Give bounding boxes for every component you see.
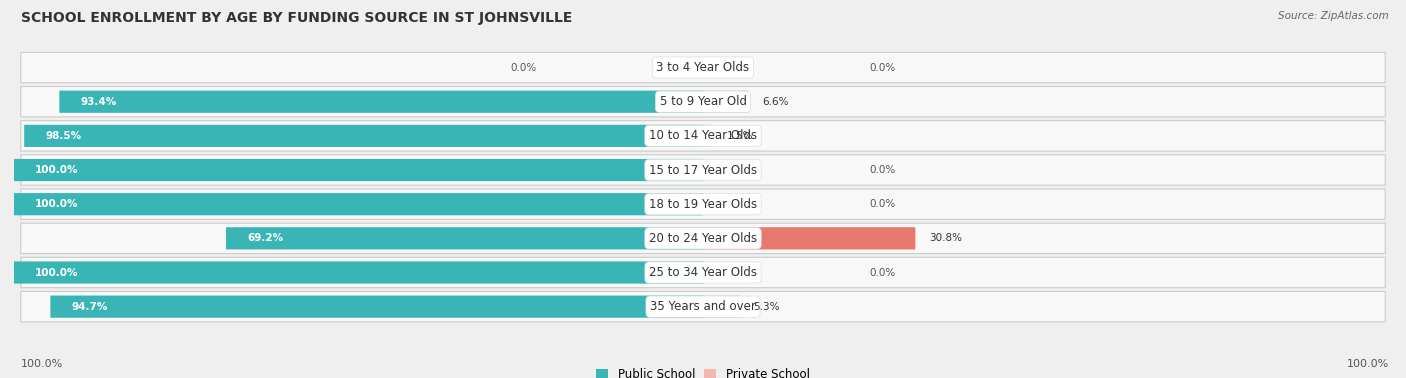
Text: 0.0%: 0.0% xyxy=(869,268,896,277)
FancyBboxPatch shape xyxy=(21,223,1385,254)
Text: 18 to 19 Year Olds: 18 to 19 Year Olds xyxy=(650,198,756,211)
Legend: Public School, Private School: Public School, Private School xyxy=(592,363,814,378)
FancyBboxPatch shape xyxy=(21,291,1385,322)
FancyBboxPatch shape xyxy=(703,125,713,147)
FancyBboxPatch shape xyxy=(21,155,1385,185)
FancyBboxPatch shape xyxy=(51,296,703,318)
FancyBboxPatch shape xyxy=(14,159,703,181)
FancyBboxPatch shape xyxy=(703,227,915,249)
Text: 6.6%: 6.6% xyxy=(762,97,789,107)
Text: 20 to 24 Year Olds: 20 to 24 Year Olds xyxy=(650,232,756,245)
FancyBboxPatch shape xyxy=(59,91,703,113)
Text: 0.0%: 0.0% xyxy=(869,165,896,175)
Text: 100.0%: 100.0% xyxy=(1347,359,1389,369)
Text: 0.0%: 0.0% xyxy=(869,63,896,73)
Text: 100.0%: 100.0% xyxy=(35,199,79,209)
Text: Source: ZipAtlas.com: Source: ZipAtlas.com xyxy=(1278,11,1389,21)
Text: SCHOOL ENROLLMENT BY AGE BY FUNDING SOURCE IN ST JOHNSVILLE: SCHOOL ENROLLMENT BY AGE BY FUNDING SOUR… xyxy=(21,11,572,25)
FancyBboxPatch shape xyxy=(226,227,703,249)
Text: 100.0%: 100.0% xyxy=(35,165,79,175)
Text: 0.0%: 0.0% xyxy=(869,199,896,209)
FancyBboxPatch shape xyxy=(703,296,740,318)
FancyBboxPatch shape xyxy=(21,87,1385,117)
Text: 10 to 14 Year Olds: 10 to 14 Year Olds xyxy=(650,129,756,143)
Text: 15 to 17 Year Olds: 15 to 17 Year Olds xyxy=(650,164,756,177)
Text: 35 Years and over: 35 Years and over xyxy=(650,300,756,313)
Text: 94.7%: 94.7% xyxy=(72,302,108,311)
Text: 5.3%: 5.3% xyxy=(754,302,780,311)
FancyBboxPatch shape xyxy=(21,121,1385,151)
Text: 0.0%: 0.0% xyxy=(510,63,537,73)
Text: 100.0%: 100.0% xyxy=(35,268,79,277)
FancyBboxPatch shape xyxy=(14,193,703,215)
Text: 69.2%: 69.2% xyxy=(247,233,283,243)
FancyBboxPatch shape xyxy=(21,53,1385,83)
Text: 98.5%: 98.5% xyxy=(45,131,82,141)
FancyBboxPatch shape xyxy=(14,262,703,284)
FancyBboxPatch shape xyxy=(21,257,1385,288)
Text: 30.8%: 30.8% xyxy=(929,233,962,243)
Text: 5 to 9 Year Old: 5 to 9 Year Old xyxy=(659,95,747,108)
FancyBboxPatch shape xyxy=(24,125,703,147)
Text: 1.5%: 1.5% xyxy=(727,131,754,141)
Text: 93.4%: 93.4% xyxy=(80,97,117,107)
Text: 3 to 4 Year Olds: 3 to 4 Year Olds xyxy=(657,61,749,74)
FancyBboxPatch shape xyxy=(703,91,748,113)
FancyBboxPatch shape xyxy=(21,189,1385,219)
Text: 25 to 34 Year Olds: 25 to 34 Year Olds xyxy=(650,266,756,279)
Text: 100.0%: 100.0% xyxy=(21,359,63,369)
